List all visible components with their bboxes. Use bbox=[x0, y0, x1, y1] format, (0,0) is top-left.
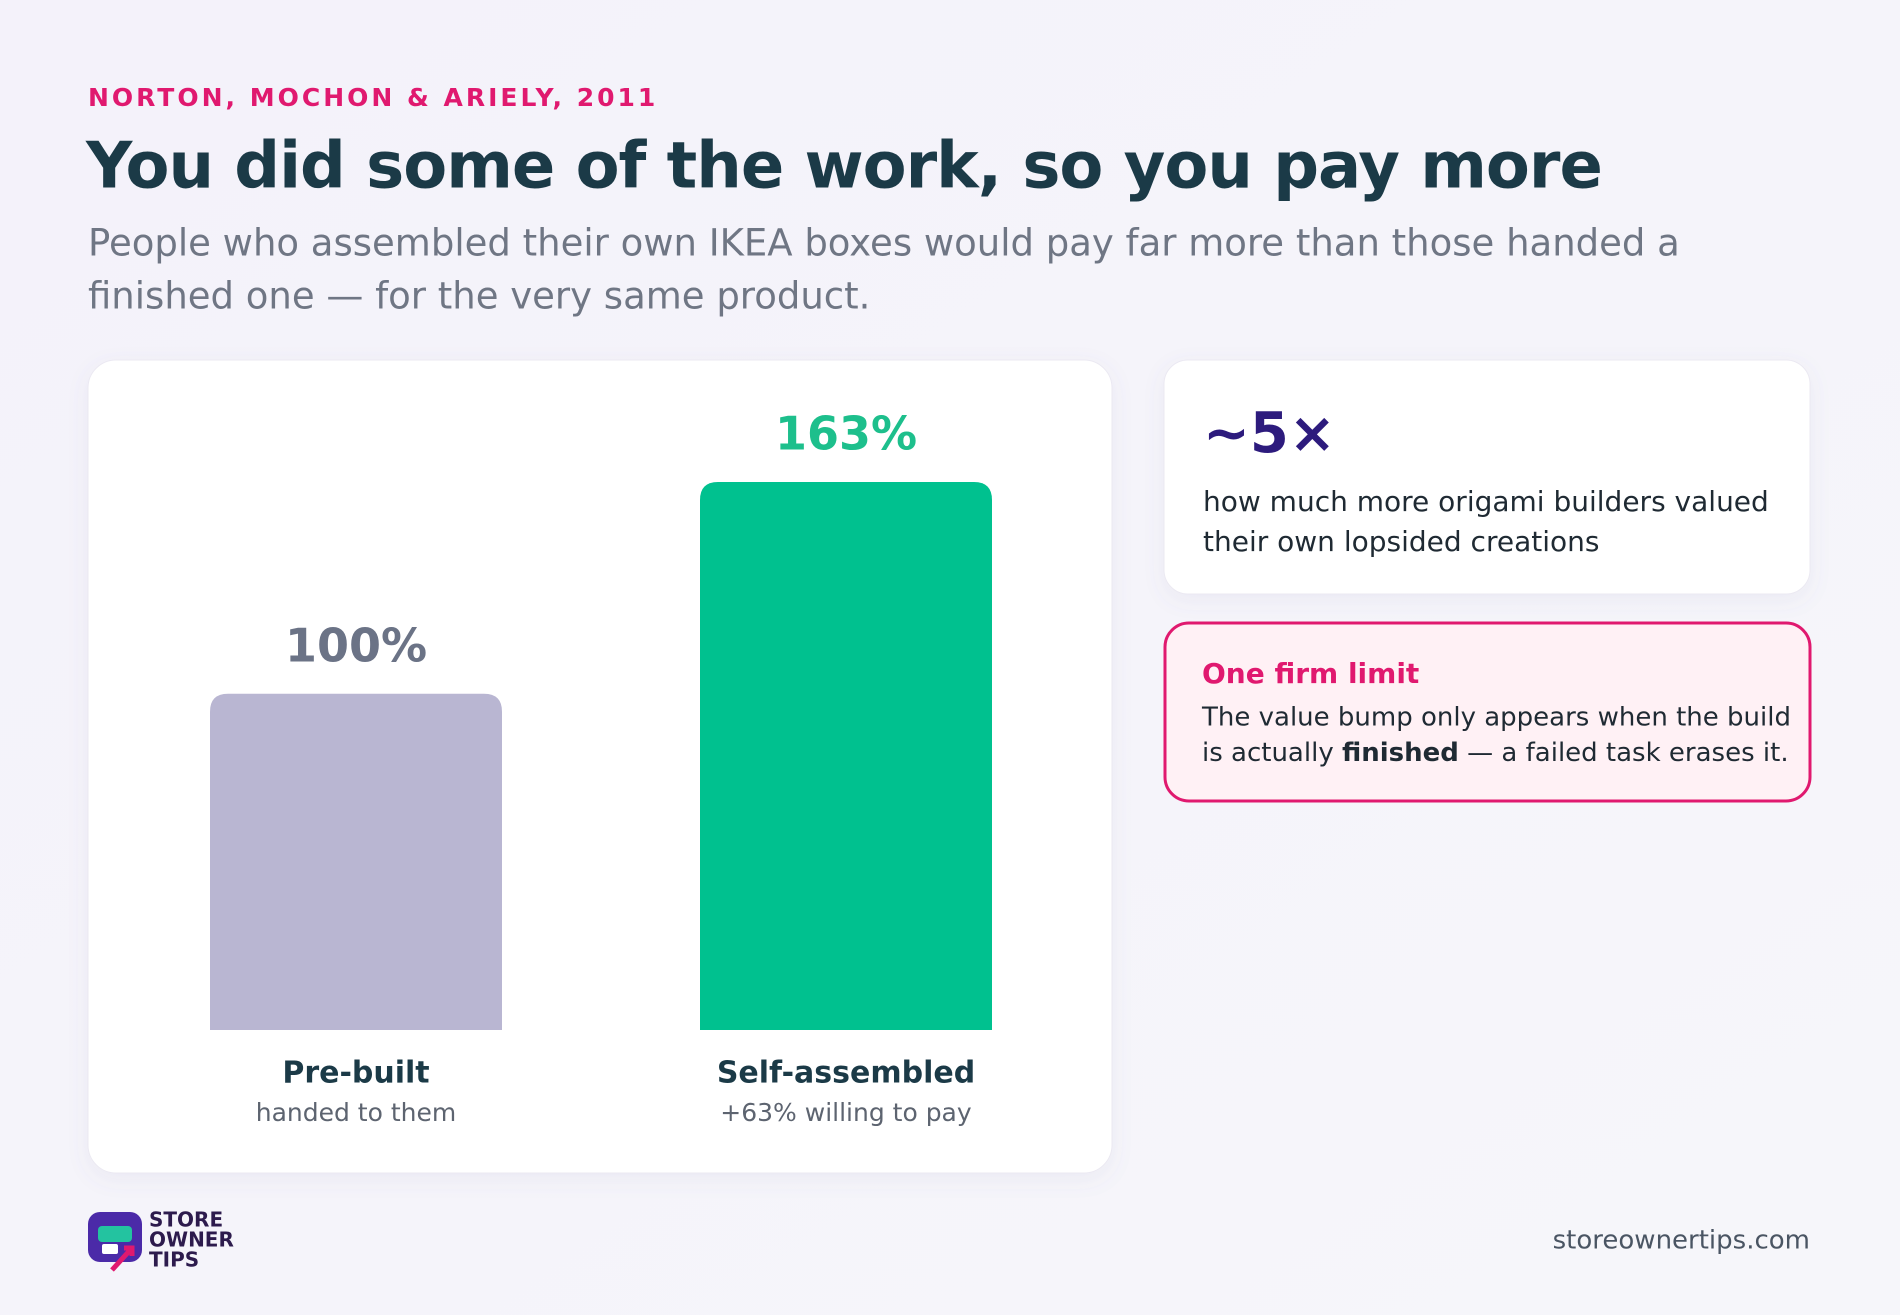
value-label: 100% bbox=[285, 618, 427, 672]
logo-icon-door bbox=[102, 1244, 118, 1254]
logo: STORE OWNER TIPS bbox=[88, 1208, 234, 1272]
logo-text: TIPS bbox=[149, 1248, 199, 1272]
stat-card bbox=[1163, 359, 1811, 595]
logo-icon-awning bbox=[98, 1226, 132, 1242]
title: You did some of the work, so you pay mor… bbox=[85, 130, 1602, 204]
limit-text: is actually finished — a failed task era… bbox=[1202, 738, 1789, 768]
category-note: handed to them bbox=[256, 1098, 457, 1127]
stat-value: ~5× bbox=[1203, 401, 1336, 466]
stat-text: how much more origami builders valued bbox=[1203, 485, 1769, 518]
limit-text: The value bump only appears when the bui… bbox=[1201, 703, 1791, 733]
bar bbox=[210, 693, 502, 1030]
subtitle: finished one — for the very same product… bbox=[88, 275, 870, 318]
logo-icon-arrow bbox=[110, 1245, 135, 1272]
limit-card bbox=[1163, 621, 1812, 803]
footer-url: storeownertips.com bbox=[1553, 1226, 1810, 1256]
logo-text: OWNER bbox=[149, 1228, 234, 1252]
limit-title: One firm limit bbox=[1202, 657, 1419, 690]
value-label: 163% bbox=[775, 407, 917, 461]
subtitle: People who assembled their own IKEA boxe… bbox=[88, 222, 1680, 265]
limit-text-bold: finished bbox=[1342, 738, 1459, 768]
category-note: +63% willing to pay bbox=[720, 1098, 972, 1127]
stat-text: their own lopsided creations bbox=[1203, 525, 1599, 558]
logo-text: STORE bbox=[149, 1208, 223, 1232]
bar bbox=[700, 482, 992, 1030]
eyebrow: NORTON, MOCHON & ARIELY, 2011 bbox=[88, 83, 658, 112]
category-label: Pre-built bbox=[282, 1056, 429, 1091]
category-label: Self-assembled bbox=[717, 1056, 975, 1091]
limit-text-part: is actually bbox=[1202, 738, 1342, 768]
limit-text-part: — a failed task erases it. bbox=[1459, 738, 1789, 768]
chart: 100% Pre-built handed to them 163% Self-asse… bbox=[210, 407, 992, 1127]
